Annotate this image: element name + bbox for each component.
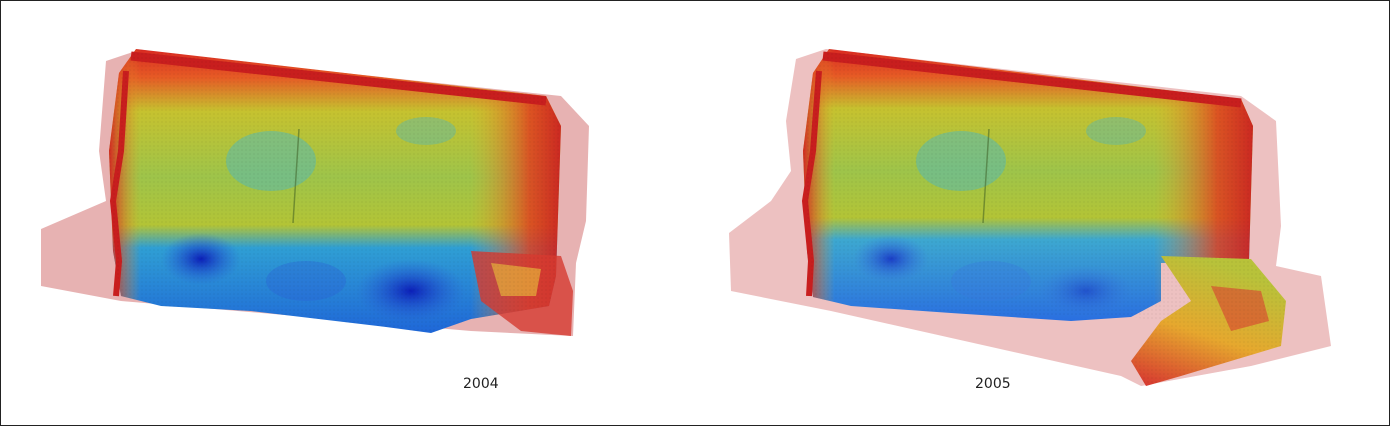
year-label-2005: 2005 [975,376,1011,392]
year-label-2004: 2004 [463,376,499,392]
bathymetry-panel-2004: 2004 [1,1,661,427]
bathymetry-panel-2005: 2005 [691,1,1390,427]
bathymetry-map-2004 [41,49,589,336]
bathymetry-map-2005 [729,49,1331,386]
